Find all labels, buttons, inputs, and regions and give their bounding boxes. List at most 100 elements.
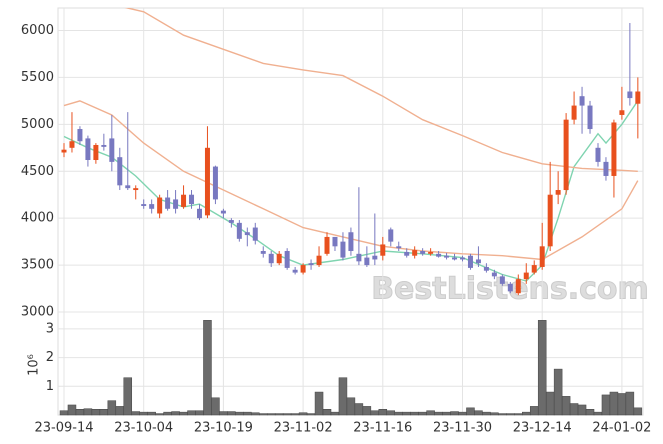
candle-body bbox=[109, 138, 115, 162]
volume-bar bbox=[235, 411, 244, 416]
candle-body bbox=[260, 251, 266, 254]
volume-bar bbox=[338, 377, 348, 416]
candle-body bbox=[515, 279, 521, 294]
volume-bar bbox=[506, 413, 515, 416]
candle-body bbox=[316, 255, 322, 266]
volume-bar bbox=[585, 409, 595, 416]
candle-body bbox=[380, 244, 386, 256]
volume-bar bbox=[498, 413, 507, 416]
volume-bar bbox=[266, 413, 276, 416]
volume-bar bbox=[402, 411, 411, 416]
candle-body bbox=[627, 91, 633, 99]
volume-bar bbox=[514, 413, 523, 416]
volume-bar bbox=[298, 412, 308, 416]
volume-bar bbox=[354, 403, 364, 416]
candle-body bbox=[276, 253, 282, 264]
candle-body bbox=[635, 91, 641, 104]
candle-body bbox=[595, 147, 601, 162]
candle-body bbox=[587, 105, 593, 130]
volume-bar bbox=[282, 413, 292, 416]
candle-body bbox=[300, 265, 306, 273]
volume-bar bbox=[171, 411, 180, 416]
y-tick-label: 3500 bbox=[21, 258, 54, 273]
x-tick-label: 23-11-02 bbox=[274, 421, 333, 436]
volume-bar bbox=[179, 411, 188, 416]
candle-body bbox=[563, 119, 569, 191]
volume-bar bbox=[450, 411, 459, 416]
volume-bar bbox=[418, 411, 427, 416]
candle-body bbox=[555, 190, 561, 195]
y-tick-label: 3000 bbox=[21, 305, 54, 320]
grid bbox=[58, 8, 643, 415]
volume-bar bbox=[442, 411, 451, 416]
volume-bar bbox=[306, 413, 316, 416]
volume-bar bbox=[553, 368, 563, 416]
x-tick-label: 23-11-30 bbox=[433, 421, 492, 436]
candle-body bbox=[428, 251, 434, 254]
candle-body bbox=[93, 144, 99, 160]
candle-body bbox=[531, 265, 537, 273]
volume-bar bbox=[633, 407, 643, 416]
volume-tick-label: 3 bbox=[46, 321, 54, 336]
volume-bar bbox=[569, 403, 579, 416]
x-tick-label: 23-10-04 bbox=[114, 421, 173, 436]
candle-body bbox=[125, 185, 131, 189]
candle-body bbox=[157, 197, 163, 214]
candle-body bbox=[204, 147, 210, 216]
candle-body bbox=[141, 204, 147, 206]
volume-bar bbox=[322, 409, 332, 416]
volume-tick-label: 1 bbox=[46, 379, 54, 394]
volume-bar bbox=[274, 413, 284, 416]
price-panel bbox=[61, 8, 641, 296]
candle-body bbox=[372, 255, 378, 260]
volume-bar bbox=[482, 411, 491, 416]
volume-bar bbox=[314, 391, 324, 416]
candle-body bbox=[404, 251, 410, 256]
volume-bar bbox=[458, 411, 467, 416]
volume-bar bbox=[147, 411, 156, 416]
y-tick-label: 4000 bbox=[21, 211, 54, 226]
candle-body bbox=[332, 236, 338, 247]
x-tick-label: 23-10-19 bbox=[194, 421, 253, 436]
volume-bar bbox=[211, 397, 220, 416]
volume-bar bbox=[522, 411, 531, 416]
candle-body bbox=[364, 257, 370, 266]
volume-bar bbox=[378, 409, 388, 416]
volume-bar bbox=[537, 320, 547, 416]
volume-bar bbox=[474, 410, 483, 416]
volume-bar bbox=[529, 406, 539, 416]
candle-body bbox=[165, 197, 171, 209]
volume-bar bbox=[243, 411, 252, 416]
candle-body bbox=[444, 255, 450, 258]
volume-bar bbox=[394, 411, 403, 416]
x-tick-label: 24-01-02 bbox=[592, 421, 651, 436]
volume-bar bbox=[187, 410, 196, 416]
candle-body bbox=[324, 236, 330, 254]
volume-bar bbox=[617, 393, 627, 416]
volume-bar bbox=[195, 410, 204, 416]
y-tick-label: 6000 bbox=[21, 23, 54, 38]
candle-body bbox=[292, 269, 298, 273]
volume-bar bbox=[426, 410, 435, 416]
candle-body bbox=[228, 220, 234, 223]
candle-body bbox=[77, 129, 83, 142]
candle-body bbox=[507, 283, 513, 292]
volume-bar bbox=[91, 409, 101, 416]
volume-bar bbox=[434, 411, 443, 416]
candle-body bbox=[117, 157, 123, 186]
candle-body bbox=[523, 272, 529, 280]
candle-body bbox=[340, 241, 346, 258]
candle-body bbox=[308, 263, 314, 266]
candle-body bbox=[284, 251, 290, 268]
volume-bar bbox=[123, 377, 133, 416]
candle-body bbox=[539, 246, 545, 267]
candle-body bbox=[244, 232, 250, 236]
volume-bar bbox=[362, 406, 372, 416]
candle-body bbox=[603, 161, 609, 176]
candle-body bbox=[348, 232, 354, 252]
volume-bar bbox=[466, 407, 475, 416]
candle-body bbox=[236, 222, 242, 239]
volume-bar bbox=[75, 409, 85, 416]
candle-body bbox=[452, 257, 458, 260]
